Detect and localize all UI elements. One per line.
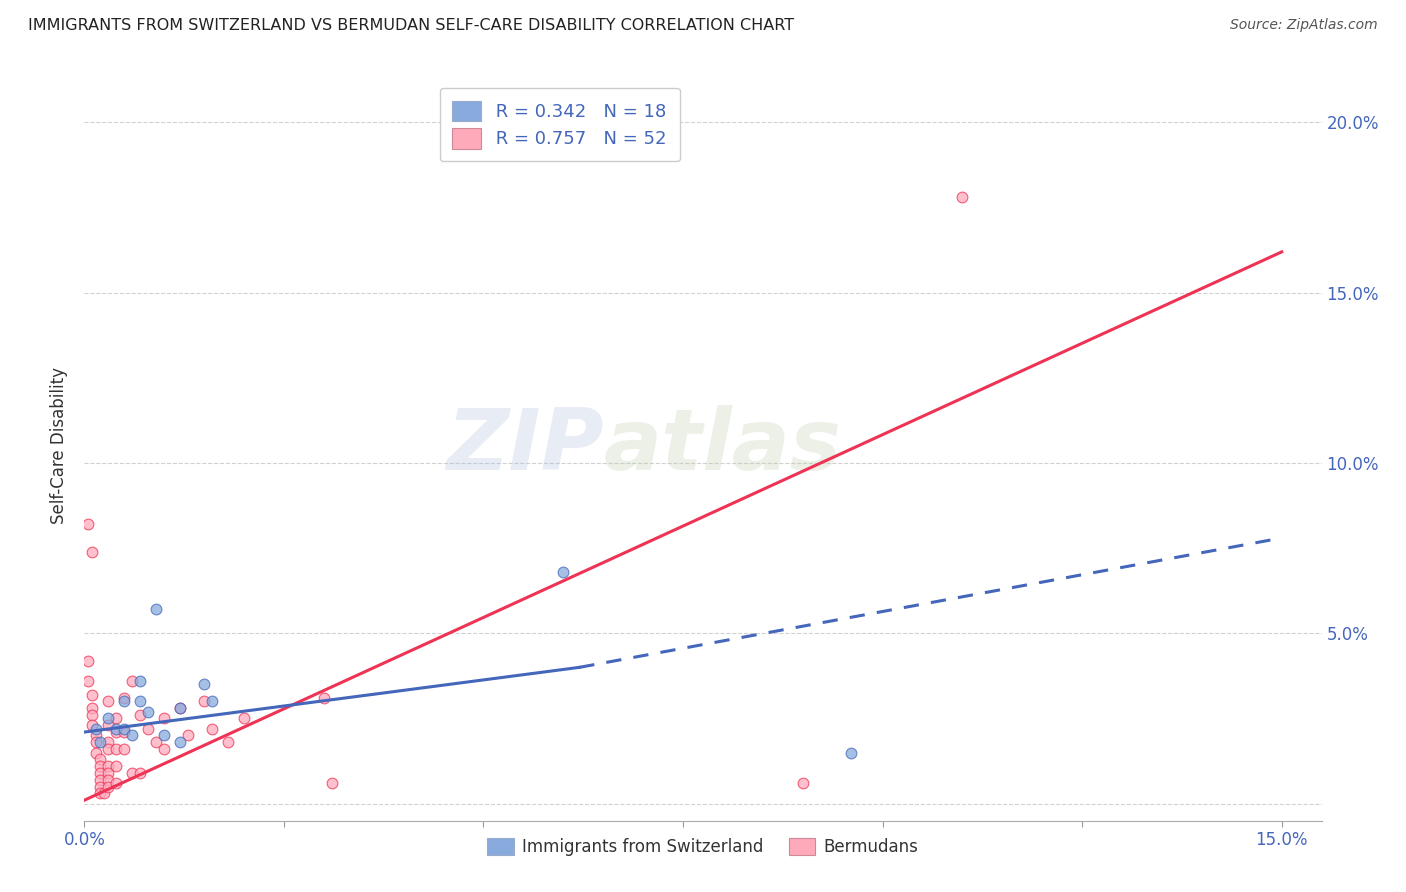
Point (89, 752, 111, 766)
Point (129, 766, 152, 780)
Point (177, 729, 200, 743)
Point (97, 735, 120, 749)
Point (105, 759, 128, 773)
Point (112, 725, 135, 739)
Point (153, 729, 176, 743)
Point (77, 654, 100, 668)
Point (97, 711, 120, 725)
Point (193, 677, 215, 691)
Point (89, 759, 111, 773)
Point (129, 673, 152, 688)
Point (97, 759, 120, 773)
Point (105, 742, 128, 756)
Point (97, 780, 120, 794)
Point (86, 735, 108, 749)
Point (792, 776, 814, 790)
Point (89, 766, 111, 780)
Text: atlas: atlas (605, 404, 842, 488)
Point (89, 772, 111, 787)
Point (82, 701, 104, 715)
Point (839, 746, 862, 760)
Point (169, 701, 191, 715)
Point (77, 517, 100, 532)
Point (553, 565, 575, 579)
Point (233, 711, 256, 725)
Point (89, 786, 111, 800)
Point (169, 735, 191, 749)
Point (105, 711, 128, 725)
Point (136, 722, 159, 736)
Point (321, 776, 343, 790)
Point (82, 688, 104, 702)
Point (105, 776, 128, 790)
Point (86, 746, 108, 760)
Legend: Immigrants from Switzerland, Bermudans: Immigrants from Switzerland, Bermudans (479, 830, 927, 864)
Point (86, 729, 108, 743)
Point (121, 729, 143, 743)
Point (82, 708, 104, 723)
Point (201, 722, 224, 736)
Point (129, 708, 152, 723)
Point (153, 742, 176, 756)
Point (129, 694, 152, 708)
Point (121, 673, 143, 688)
Text: IMMIGRANTS FROM SWITZERLAND VS BERMUDAN SELF-CARE DISABILITY CORRELATION CHART: IMMIGRANTS FROM SWITZERLAND VS BERMUDAN … (28, 18, 794, 33)
Point (112, 742, 135, 756)
Point (93, 786, 115, 800)
Point (97, 772, 120, 787)
Point (97, 766, 120, 780)
Point (153, 711, 176, 725)
Point (169, 701, 191, 715)
Point (145, 602, 167, 616)
Text: ZIP: ZIP (446, 404, 605, 488)
Point (86, 722, 108, 736)
Point (201, 694, 224, 708)
Point (97, 742, 120, 756)
Point (312, 691, 335, 706)
Point (89, 780, 111, 794)
Point (121, 766, 143, 780)
Text: Source: ZipAtlas.com: Source: ZipAtlas.com (1230, 18, 1378, 32)
Point (82, 544, 104, 558)
Point (89, 735, 111, 749)
Point (112, 694, 135, 708)
Point (136, 705, 159, 719)
Y-axis label: Self-Care Disability: Self-Care Disability (51, 368, 69, 524)
Point (112, 691, 135, 706)
Point (82, 718, 104, 732)
Point (217, 735, 239, 749)
Point (97, 718, 120, 732)
Point (105, 725, 128, 739)
Point (77, 673, 100, 688)
Point (105, 722, 128, 736)
Point (952, 190, 974, 204)
Point (112, 722, 135, 736)
Point (193, 694, 215, 708)
Point (145, 735, 167, 749)
Point (97, 694, 120, 708)
